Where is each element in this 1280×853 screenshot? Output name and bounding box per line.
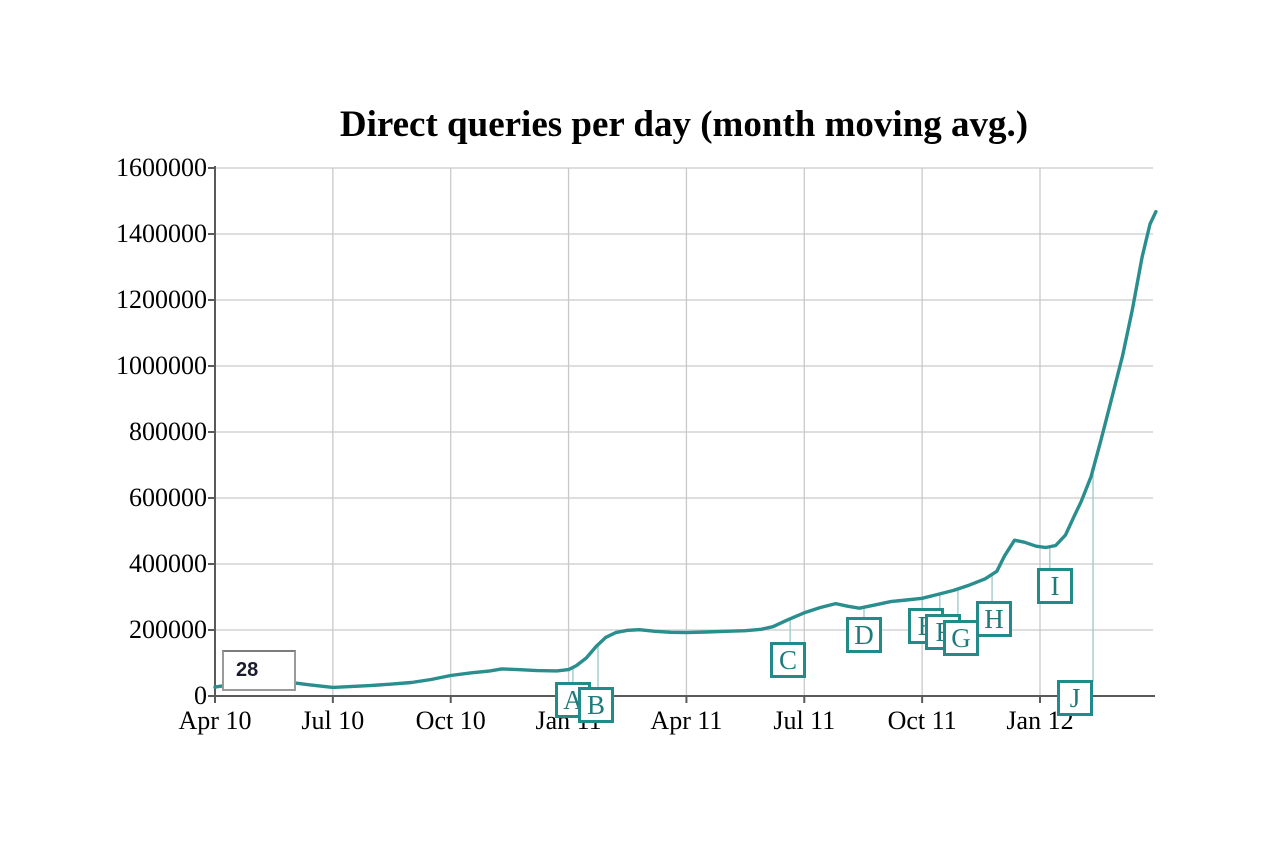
y-axis-label: 800000 xyxy=(129,417,207,446)
x-axis-label: Apr 11 xyxy=(650,706,723,735)
x-axis-label: Oct 10 xyxy=(415,706,486,735)
series-line-direct-queries xyxy=(213,209,1158,690)
y-axis-label: 400000 xyxy=(129,549,207,578)
annotation-marker-H[interactable]: H xyxy=(976,601,1012,637)
y-axis-label: 600000 xyxy=(129,483,207,512)
x-axis-label: Oct 11 xyxy=(887,706,957,735)
y-axis-label: 1400000 xyxy=(116,219,207,248)
value-readout-text: 28 xyxy=(236,659,259,681)
y-axis-label: 1200000 xyxy=(116,285,207,314)
x-axis-label: Jul 10 xyxy=(301,706,365,735)
y-axis-label: 200000 xyxy=(129,615,207,644)
annotation-marker-J[interactable]: J xyxy=(1057,680,1093,716)
chart-title: Direct queries per day (month moving avg… xyxy=(339,104,1029,145)
y-axis-label: 1000000 xyxy=(116,351,207,380)
annotation-marker-I[interactable]: I xyxy=(1037,568,1073,604)
annotation-marker-B[interactable]: B xyxy=(578,687,614,723)
annotation-marker-C[interactable]: C xyxy=(770,642,806,678)
y-axis-label: 0 xyxy=(194,681,207,710)
value-readout-box: 28 xyxy=(222,650,296,691)
x-axis-label: Jul 11 xyxy=(773,706,836,735)
annotation-marker-D[interactable]: D xyxy=(846,617,882,653)
y-axis-label: 1600000 xyxy=(116,153,207,182)
annotation-marker-G[interactable]: G xyxy=(943,620,979,656)
x-axis-label: Apr 10 xyxy=(178,706,252,735)
